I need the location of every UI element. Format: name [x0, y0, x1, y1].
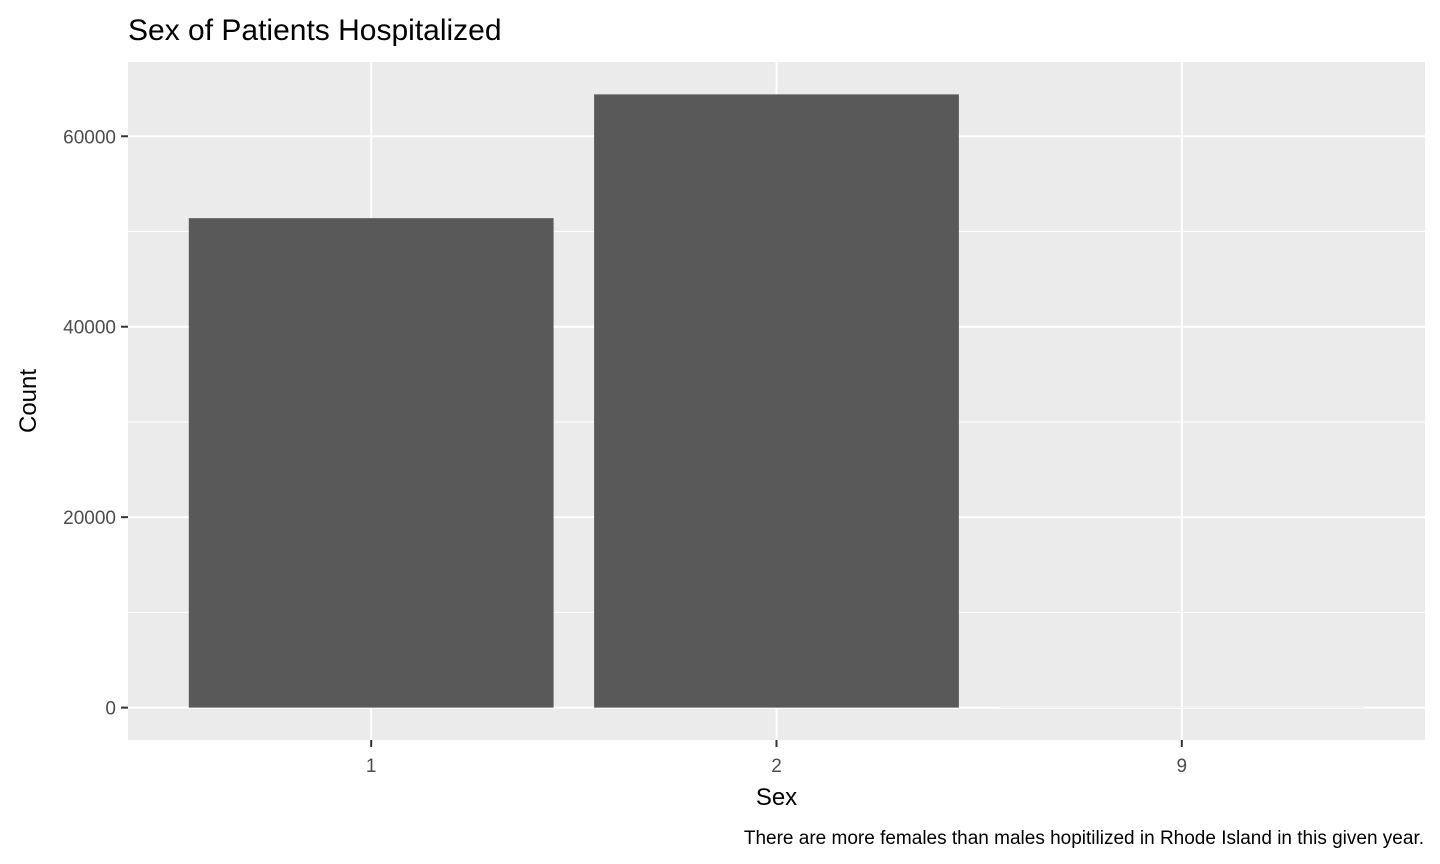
y-tick-label: 0: [105, 699, 116, 720]
chart-caption: There are more females than males hopiti…: [744, 828, 1424, 849]
bars: [188, 94, 1365, 708]
x-tick-label: 1: [366, 756, 377, 777]
x-axis: 1 2 9: [366, 740, 1187, 777]
y-axis: 0 20000 40000 60000: [63, 127, 128, 720]
y-tick-label: 60000: [63, 127, 116, 148]
bar-1: [188, 218, 554, 708]
y-tick-label: 20000: [63, 508, 116, 529]
x-tick-label: 2: [771, 756, 782, 777]
chart-title: Sex of Patients Hospitalized: [128, 14, 502, 47]
bar-2: [594, 94, 959, 708]
x-axis-title: Sex: [756, 784, 797, 811]
y-tick-label: 40000: [63, 318, 116, 339]
y-axis-title: Count: [15, 369, 42, 433]
x-tick-label: 9: [1177, 756, 1188, 777]
